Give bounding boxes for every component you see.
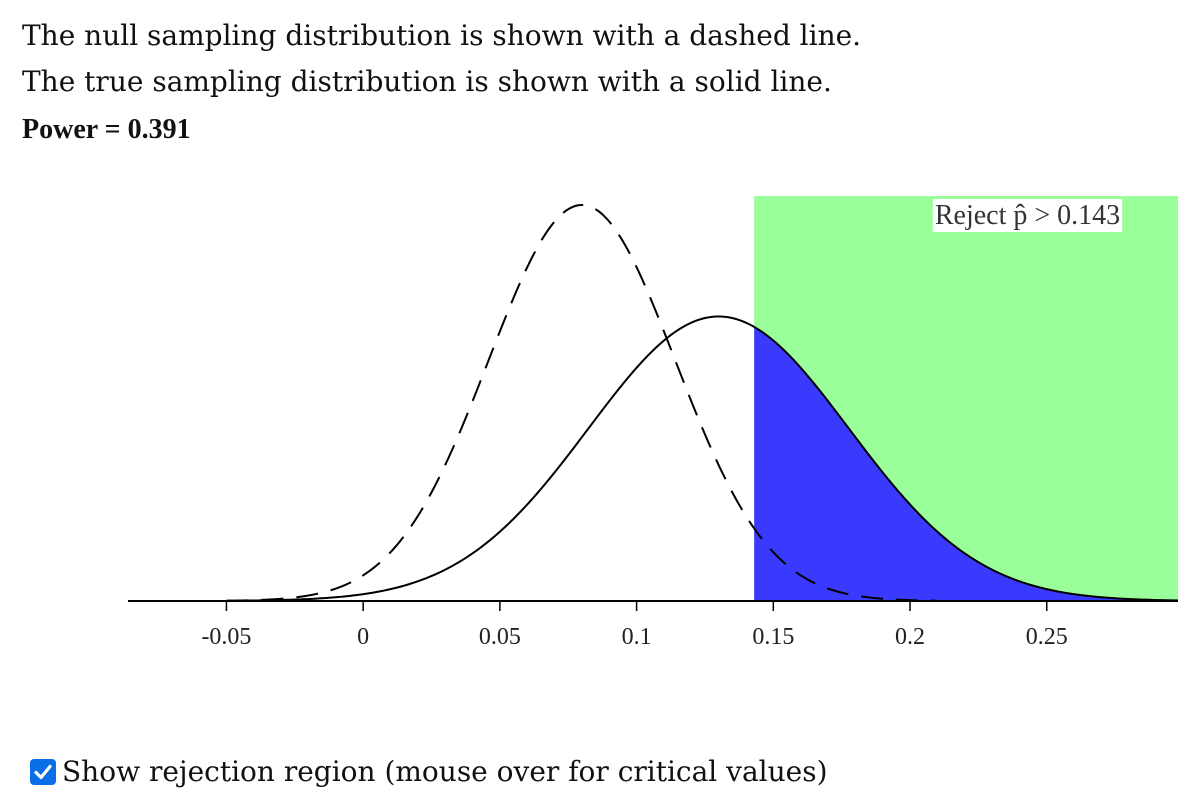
null-distribution-curve — [226, 203, 938, 602]
x-tick-label: 0.15 — [752, 624, 794, 650]
checkmark-icon — [34, 764, 52, 780]
power-value: Power = 0.391 — [22, 114, 191, 145]
null-distribution-caption: The null sampling distribution is shown … — [22, 19, 862, 52]
sampling-distribution-chart: -0.05 0 0.05 0.1 0.15 0.2 0.25 Reject p̂ > 0.1… — [128, 196, 1179, 650]
x-tick-label: 0.2 — [895, 624, 925, 650]
x-axis-ticks: -0.05 0 0.05 0.1 0.15 0.2 0.25 — [201, 601, 1068, 650]
true-distribution-curve — [226, 315, 1179, 602]
power-area — [754, 326, 1178, 601]
rejection-label: Reject p̂ > 0.143 — [935, 200, 1120, 231]
show-rejection-label: Show rejection region (mouse over for cr… — [62, 755, 828, 788]
x-tick-label: 0.1 — [622, 624, 652, 650]
show-rejection-checkbox[interactable] — [30, 759, 56, 785]
x-tick-label: 0 — [357, 624, 369, 650]
rejection-label-background — [932, 199, 1123, 232]
x-tick-label: 0.05 — [479, 624, 521, 650]
x-tick-label: 0.25 — [1026, 624, 1068, 650]
x-tick-label: -0.05 — [201, 624, 251, 650]
rejection-toggle[interactable]: Show rejection region (mouse over for cr… — [30, 752, 828, 792]
true-distribution-caption: The true sampling distribution is shown … — [22, 65, 832, 98]
